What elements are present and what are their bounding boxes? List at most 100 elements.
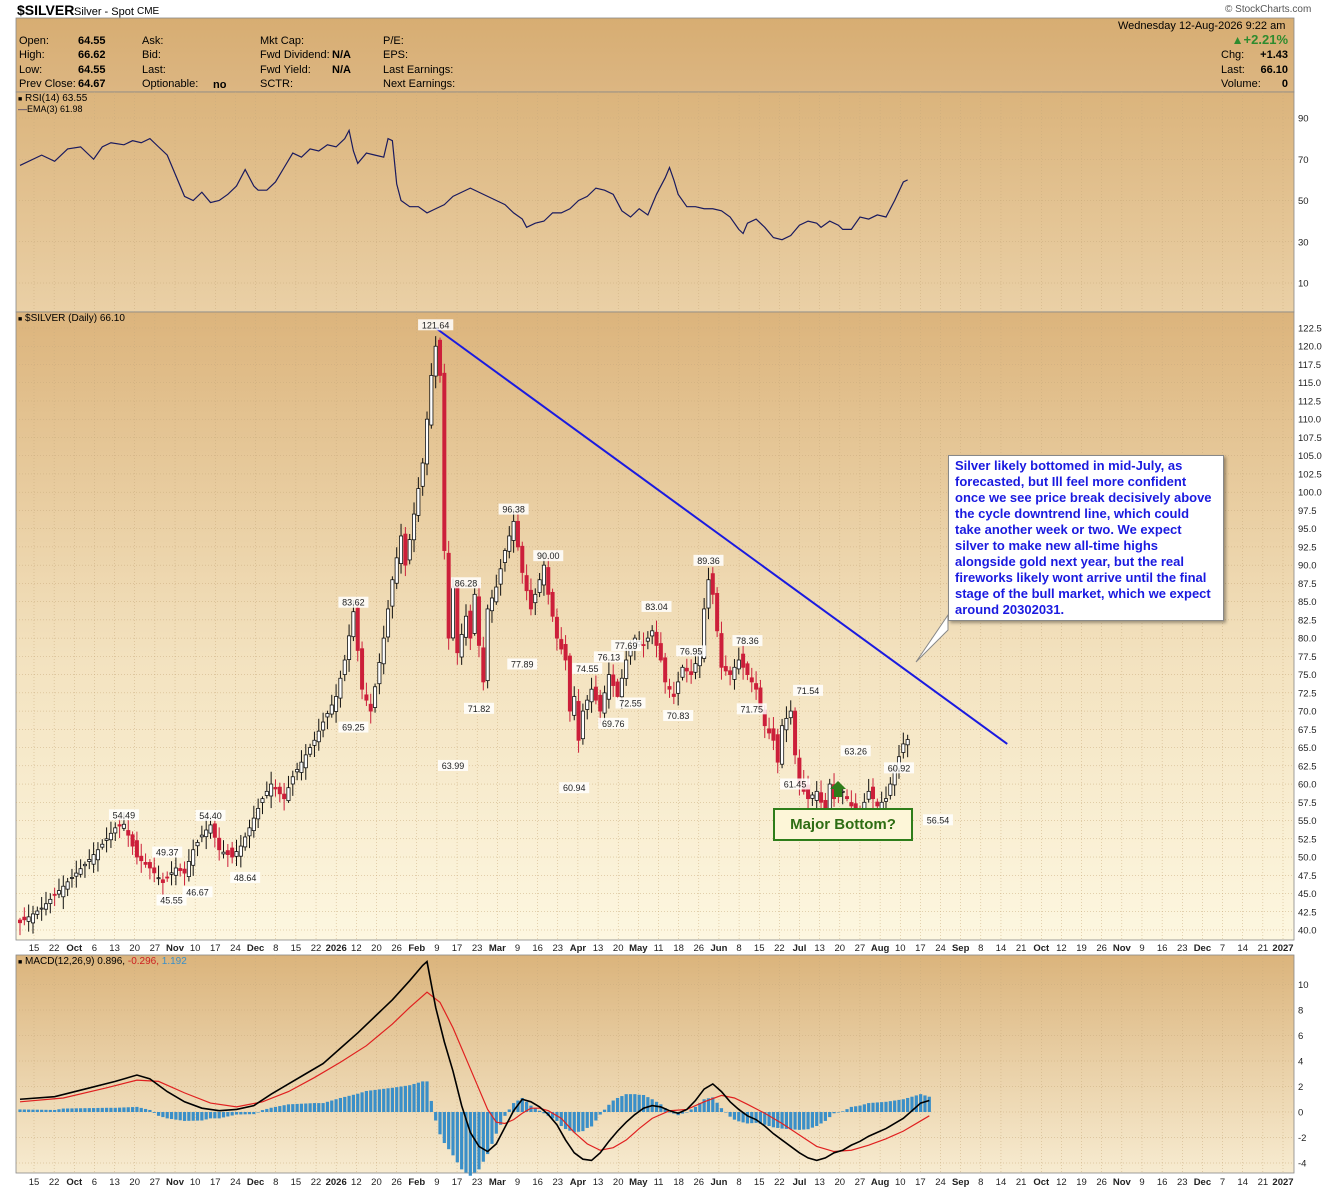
- x-tick-label-macd: 17: [210, 1177, 221, 1188]
- rsi-tick-label: 70: [1298, 155, 1309, 166]
- x-tick-label: 26: [694, 943, 705, 954]
- macd-histogram-bar: [711, 1097, 715, 1112]
- candle-body: [43, 903, 48, 910]
- macd-histogram-bar: [57, 1109, 61, 1112]
- macd-histogram-bar: [875, 1102, 879, 1112]
- macd-histogram-bar: [888, 1101, 892, 1112]
- x-tick-label-macd: May: [629, 1177, 648, 1188]
- y-tick-label: 122.5: [1298, 324, 1322, 335]
- x-tick-label-macd: 13: [593, 1177, 604, 1188]
- price-label-bg: [572, 662, 603, 674]
- price-label: 76.13: [598, 652, 621, 662]
- price-label: 86.28: [455, 578, 478, 588]
- macd-histogram-bar: [369, 1090, 373, 1112]
- candle-body: [321, 721, 326, 731]
- candle-body: [866, 790, 871, 800]
- macd-histogram-bar: [563, 1112, 568, 1129]
- bottom-arrow-icon: [830, 781, 846, 797]
- macd-histogram-bar: [79, 1108, 83, 1112]
- candle-body: [537, 579, 542, 593]
- x-tick-label: 16: [532, 943, 543, 954]
- macd-histogram-bar: [594, 1112, 598, 1121]
- macd-histogram-bar: [745, 1112, 750, 1124]
- candle-body: [160, 879, 165, 883]
- candle-body: [754, 683, 759, 690]
- candle-body: [524, 575, 529, 592]
- macd-histogram-bar: [347, 1095, 351, 1112]
- macd-histogram-bar: [585, 1112, 589, 1128]
- macd-histogram-bar: [265, 1108, 269, 1112]
- rsi-legend-text: RSI(14) 63.55: [25, 93, 88, 104]
- candle-body: [745, 663, 750, 676]
- y-tick-label: 57.5: [1298, 798, 1317, 809]
- candle-body: [195, 842, 200, 847]
- candle-body: [541, 564, 546, 586]
- macd-histogram-bar: [169, 1112, 174, 1120]
- price-label-bg: [230, 871, 261, 883]
- candle-body: [438, 339, 443, 376]
- macd-histogram-bar: [542, 1112, 546, 1114]
- price-label: 61.45: [784, 779, 807, 789]
- macd-histogram-bar: [74, 1108, 78, 1112]
- x-tick-label: 9: [434, 943, 439, 954]
- candle-body: [481, 647, 486, 683]
- price-label-bg: [598, 717, 629, 729]
- candle-body: [567, 655, 572, 712]
- x-tick-label: 15: [29, 943, 40, 954]
- macd-histogram-bar: [849, 1106, 853, 1112]
- macd-histogram-bar: [18, 1109, 22, 1112]
- candle-body: [412, 513, 417, 541]
- x-tick-label-macd: 22: [49, 1177, 60, 1188]
- macd-histogram-bar: [273, 1106, 278, 1112]
- x-tick-label-macd: 8: [736, 1177, 741, 1188]
- macd-histogram-bar: [550, 1112, 555, 1119]
- x-tick-label-macd: 21: [1016, 1177, 1027, 1188]
- rsi-tick-label: 50: [1298, 196, 1309, 207]
- axis-labels: 15152222OctOct66131320202727NovNov101017…: [29, 114, 1322, 1189]
- candle-body: [671, 693, 676, 697]
- macd-histogram-bar: [538, 1110, 542, 1112]
- candle-body: [238, 845, 243, 857]
- macd-histogram-bar: [148, 1109, 152, 1112]
- x-tick-label: 6: [92, 943, 97, 954]
- candle-body: [342, 659, 347, 675]
- x-tick-label: 14: [996, 943, 1007, 954]
- y-tick-label: 55.0: [1298, 816, 1317, 827]
- candle-body: [871, 786, 876, 800]
- x-tick-label: 9: [515, 943, 520, 954]
- candle-body: [74, 872, 79, 877]
- macd-histogram-bar: [633, 1094, 637, 1112]
- candle-body: [312, 739, 317, 746]
- macd-histogram-bar: [624, 1094, 628, 1112]
- macd-histogram-bar: [243, 1112, 247, 1115]
- price-label-bg: [156, 894, 187, 906]
- candle-body: [845, 796, 850, 800]
- candle-body: [91, 854, 96, 865]
- callout-pointer: [915, 613, 949, 663]
- macd-histogram-bar: [806, 1112, 810, 1130]
- low-label: Low:: [19, 64, 43, 76]
- x-tick-label: 17: [915, 943, 926, 954]
- price-label-bg: [641, 600, 672, 612]
- macd-histogram-bar: [31, 1109, 35, 1112]
- macd-histogram-bar: [351, 1094, 356, 1112]
- prevclose-label: Prev Close:: [19, 78, 76, 90]
- price-label: 60.94: [563, 783, 586, 793]
- price-label: 70.83: [667, 711, 690, 721]
- macd-histogram-bar: [204, 1112, 208, 1120]
- macd-histogram-bar: [182, 1112, 187, 1121]
- macd-histogram-bar: [914, 1095, 918, 1112]
- macd-histogram-bar: [572, 1112, 576, 1133]
- macd-histogram-bar: [451, 1112, 455, 1156]
- candle-body: [286, 787, 291, 802]
- candle-body: [459, 634, 464, 658]
- candle-body: [134, 840, 139, 858]
- candle-body: [126, 830, 131, 836]
- macd-histogram-bar: [685, 1112, 689, 1113]
- macd-histogram-bar: [819, 1112, 823, 1124]
- candle-body: [173, 867, 178, 876]
- macd-histogram-bar: [412, 1083, 416, 1112]
- candle-body: [186, 861, 191, 877]
- price-label-bg: [152, 846, 183, 858]
